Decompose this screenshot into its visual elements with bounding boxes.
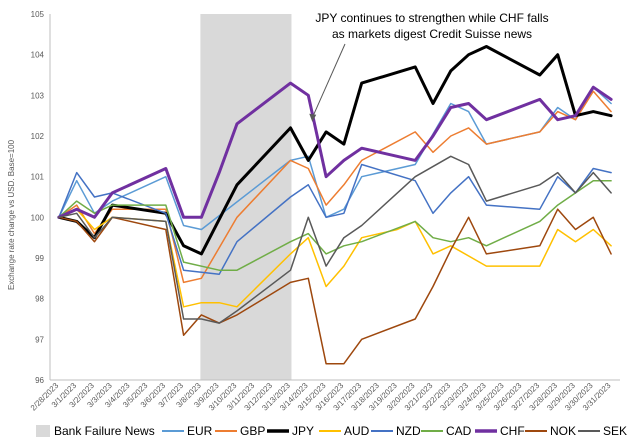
y-tick-label: 101 — [31, 173, 45, 182]
legend-label-nzd: NZD — [396, 424, 421, 438]
y-tick-label: 105 — [31, 10, 45, 19]
y-tick-label: 99 — [35, 254, 44, 263]
bank-failure-shaded-region — [200, 14, 292, 380]
series-line-cad — [58, 179, 612, 271]
y-tick-label: 100 — [31, 213, 45, 222]
annotation-line-1: JPY continues to strengthen while CHF fa… — [315, 11, 548, 25]
legend-label-chf: CHF — [500, 424, 525, 438]
legend-label-eur: EUR — [187, 424, 213, 438]
y-axis-label: Exchange rate change vs USD. Base=100 — [7, 139, 16, 290]
series-line-jpy — [57, 45, 613, 256]
y-tick-label: 102 — [31, 132, 45, 141]
legend-label-aud: AUD — [344, 424, 370, 438]
series-line-sek — [58, 155, 612, 324]
legend-label-bank-failure: Bank Failure News — [54, 424, 155, 438]
y-tick-label: 97 — [35, 335, 44, 344]
annotation-arrow — [311, 43, 346, 119]
y-tick-label: 96 — [35, 376, 44, 385]
series-line-gbp — [58, 90, 612, 284]
series-line-nzd — [58, 163, 612, 276]
y-tick-label: 104 — [31, 51, 45, 60]
legend-swatch-bank-failure — [36, 425, 50, 437]
legend-label-gbp: GBP — [240, 424, 265, 438]
series-line-nok — [58, 208, 612, 365]
annotation-line-2: as markets digest Credit Suisse news — [332, 27, 532, 41]
legend-label-nok: NOK — [550, 424, 576, 438]
y-tick-label: 103 — [31, 91, 45, 100]
y-tick-label: 98 — [35, 295, 44, 304]
legend-label-sek: SEK — [603, 424, 627, 438]
series-line-chf — [57, 81, 613, 219]
annotation-arrow-head — [309, 113, 317, 122]
legend-label-cad: CAD — [446, 424, 472, 438]
series-line-eur — [58, 86, 612, 231]
legend-label-jpy: JPY — [292, 424, 314, 438]
